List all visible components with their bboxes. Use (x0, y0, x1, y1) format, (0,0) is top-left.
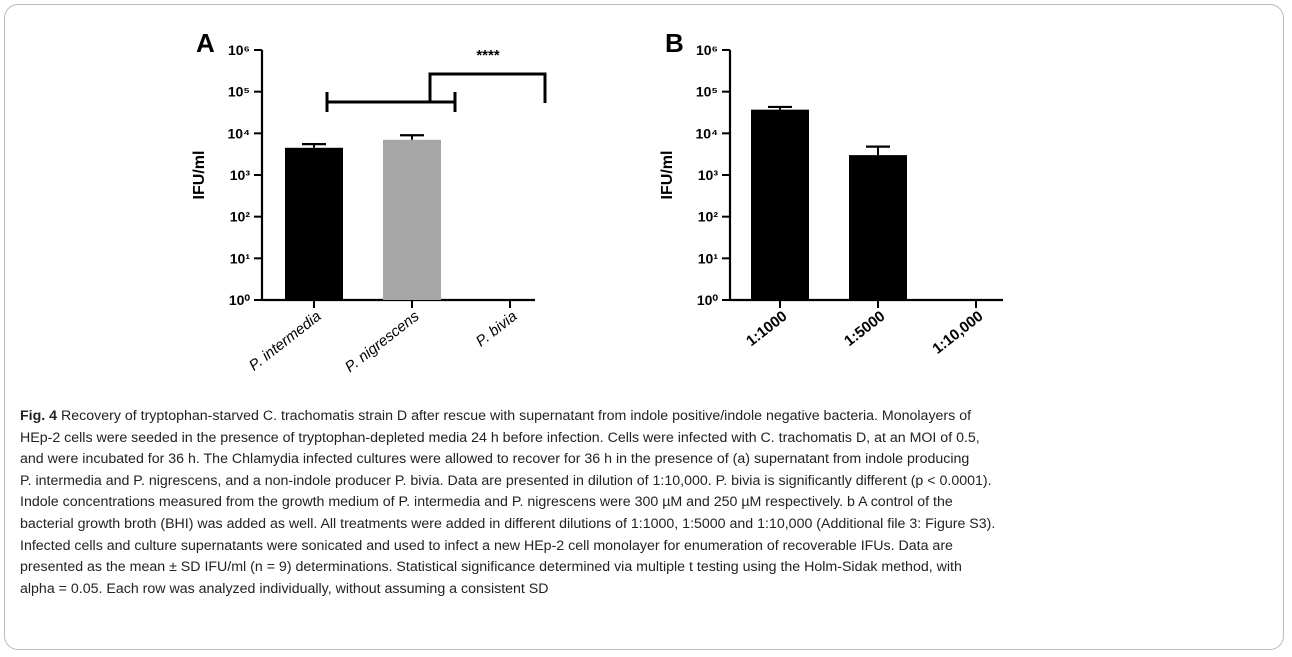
bar (285, 147, 343, 300)
y-tick-label: 10⁵ (696, 84, 718, 100)
x-tick-label: 1:10,000 (929, 308, 986, 358)
caption-line: Indole concentrations measured from the … (20, 494, 953, 511)
bar (383, 139, 441, 300)
y-tick-label: 10⁰ (229, 292, 251, 308)
x-tick-label: 1:1000 (743, 308, 790, 350)
caption-line: P. intermedia and P. nigrescens, and a n… (20, 472, 992, 489)
significance-label: **** (476, 47, 500, 64)
y-tick-label: 10³ (698, 167, 719, 183)
panel-letter: A (196, 28, 215, 58)
y-tick-label: 10¹ (230, 250, 251, 266)
y-tick-label: 10⁴ (696, 125, 719, 141)
figure-label: Fig. 4 (20, 408, 58, 424)
y-axis-label: IFU/ml (659, 151, 676, 200)
significance-bracket (325, 92, 457, 112)
caption-line: Infected cells and culture supernatants … (20, 537, 953, 554)
bar (849, 155, 907, 300)
panel-b-chart: B 10⁰ 10¹ 10² 10³ 10⁴ 10⁵ 10⁶ IFU/ml 1:1000 1:5000… (659, 28, 1003, 358)
caption-line: HEp-2 cells were seeded in the presence … (20, 429, 980, 446)
bar (751, 109, 809, 300)
y-tick-label: 10⁶ (696, 42, 718, 58)
caption-line: alpha = 0.05. Each row was analyzed indi… (20, 580, 549, 597)
significance-bracket (428, 72, 547, 103)
caption-line: Recovery of tryptophan-starved C. tracho… (57, 408, 972, 424)
figure-frame (4, 4, 1284, 650)
y-tick-label: 10⁵ (228, 84, 250, 100)
figure-caption: Fig. 4 Recovery of tryptophan-starved C.… (20, 406, 1275, 600)
panel-letter: B (665, 28, 684, 58)
y-axis-label: IFU/ml (191, 151, 208, 200)
y-tick-label: 10² (698, 209, 719, 225)
y-tick-label: 10² (230, 209, 251, 225)
y-tick-label: 10⁶ (228, 42, 250, 58)
caption-line: bacterial growth broth (BHI) was added a… (20, 515, 996, 532)
y-tick-label: 10⁴ (228, 125, 251, 141)
x-tick-label: 1:5000 (841, 308, 888, 350)
y-tick-label: 10⁰ (697, 292, 719, 308)
caption-line: and were incubated for 36 h. The Chlamyd… (20, 451, 970, 468)
y-tick-label: 10¹ (698, 250, 719, 266)
y-tick-label: 10³ (230, 167, 251, 183)
caption-line: presented as the mean ± SD IFU/ml (n = 9… (20, 559, 962, 576)
